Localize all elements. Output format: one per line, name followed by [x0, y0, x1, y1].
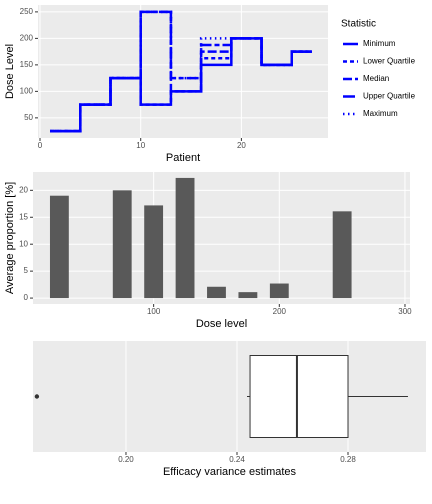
- y-tick-label: 10: [19, 239, 28, 248]
- x-tick-label: 0: [38, 141, 43, 150]
- y-tick-label: 250: [20, 7, 34, 16]
- bar: [332, 211, 352, 299]
- series-line: [50, 10, 312, 133]
- x-axis-title: Dose level: [196, 318, 247, 330]
- legend-label: Median: [363, 74, 389, 83]
- bar: [269, 283, 289, 299]
- x-axis-title: Efficacy variance estimates: [163, 466, 297, 478]
- y-tick-label: 50: [24, 113, 33, 122]
- legend-label: Upper Quartile: [363, 92, 416, 101]
- bar: [238, 292, 258, 299]
- bar: [175, 177, 195, 299]
- legend-label: Maximum: [363, 109, 398, 118]
- y-tick-label: 15: [19, 212, 28, 221]
- plot-background: [38, 5, 328, 138]
- legend-label: Minimum: [363, 39, 396, 48]
- x-tick-label: 20: [237, 141, 246, 150]
- x-tick-label: 200: [273, 307, 287, 316]
- bar: [49, 195, 69, 299]
- y-tick-label: 20: [19, 185, 28, 194]
- y-tick-label: 5: [24, 266, 29, 275]
- x-axis-title: Patient: [166, 152, 200, 164]
- bar: [144, 205, 164, 299]
- legend-label: Lower Quartile: [363, 57, 416, 66]
- bar: [207, 286, 226, 299]
- legend-title: Statistic: [341, 19, 376, 30]
- y-tick-label: 100: [20, 86, 34, 95]
- outlier: [34, 394, 40, 399]
- y-axis-title: Dose Level: [4, 44, 16, 99]
- x-tick-label: 0.20: [118, 455, 134, 464]
- box: [249, 355, 349, 438]
- y-tick-label: 150: [20, 60, 34, 69]
- y-tick-label: 200: [20, 33, 34, 42]
- x-tick-label: 0.28: [340, 455, 356, 464]
- x-tick-label: 100: [147, 307, 161, 316]
- y-tick-label: 0: [24, 293, 29, 302]
- y-axis-title: Average proportion [%]: [4, 182, 16, 294]
- x-tick-label: 0.24: [229, 455, 245, 464]
- x-tick-label: 10: [136, 141, 145, 150]
- plot-background: [33, 172, 410, 304]
- bar: [112, 190, 132, 299]
- x-tick-label: 300: [398, 307, 412, 316]
